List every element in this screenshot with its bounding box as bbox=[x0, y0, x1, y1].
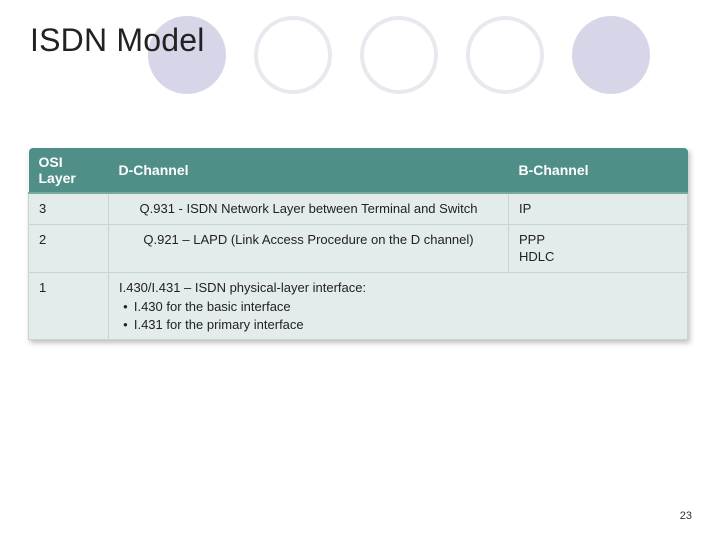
cell-d-channel: I.430/I.431 – ISDN physical-layer interf… bbox=[109, 272, 688, 340]
table-header-row: OSI Layer D-Channel B-Channel bbox=[29, 148, 688, 193]
cell-b-channel: IP bbox=[509, 193, 688, 224]
table-row: 3Q.931 - ISDN Network Layer between Term… bbox=[29, 193, 688, 224]
col-header-bchan: B-Channel bbox=[509, 148, 688, 193]
table-row: 1I.430/I.431 – ISDN physical-layer inter… bbox=[29, 272, 688, 340]
circle-2 bbox=[254, 16, 332, 94]
cell-osi-layer: 3 bbox=[29, 193, 109, 224]
circle-5 bbox=[572, 16, 650, 94]
cell-osi-layer: 2 bbox=[29, 224, 109, 272]
isdn-table: OSI Layer D-Channel B-Channel 3Q.931 - I… bbox=[28, 148, 688, 340]
page-title: ISDN Model bbox=[30, 22, 205, 59]
isdn-table-container: OSI Layer D-Channel B-Channel 3Q.931 - I… bbox=[28, 148, 688, 340]
table-body: 3Q.931 - ISDN Network Layer between Term… bbox=[29, 193, 688, 340]
col-header-osi: OSI Layer bbox=[29, 148, 109, 193]
cell-osi-layer: 1 bbox=[29, 272, 109, 340]
cell-b-channel: PPPHDLC bbox=[509, 224, 688, 272]
page-number: 23 bbox=[680, 510, 692, 522]
col-header-dchan: D-Channel bbox=[109, 148, 509, 193]
cell-d-channel: Q.931 - ISDN Network Layer between Termi… bbox=[109, 193, 509, 224]
bullet-item: I.430 for the basic interface bbox=[123, 298, 677, 316]
bullet-item: I.431 for the primary interface bbox=[123, 316, 677, 334]
cell-d-channel: Q.921 – LAPD (Link Access Procedure on t… bbox=[109, 224, 509, 272]
cell-bullet-list: I.430 for the basic interfaceI.431 for t… bbox=[119, 298, 677, 333]
table-row: 2Q.921 – LAPD (Link Access Procedure on … bbox=[29, 224, 688, 272]
circle-4 bbox=[466, 16, 544, 94]
circle-3 bbox=[360, 16, 438, 94]
